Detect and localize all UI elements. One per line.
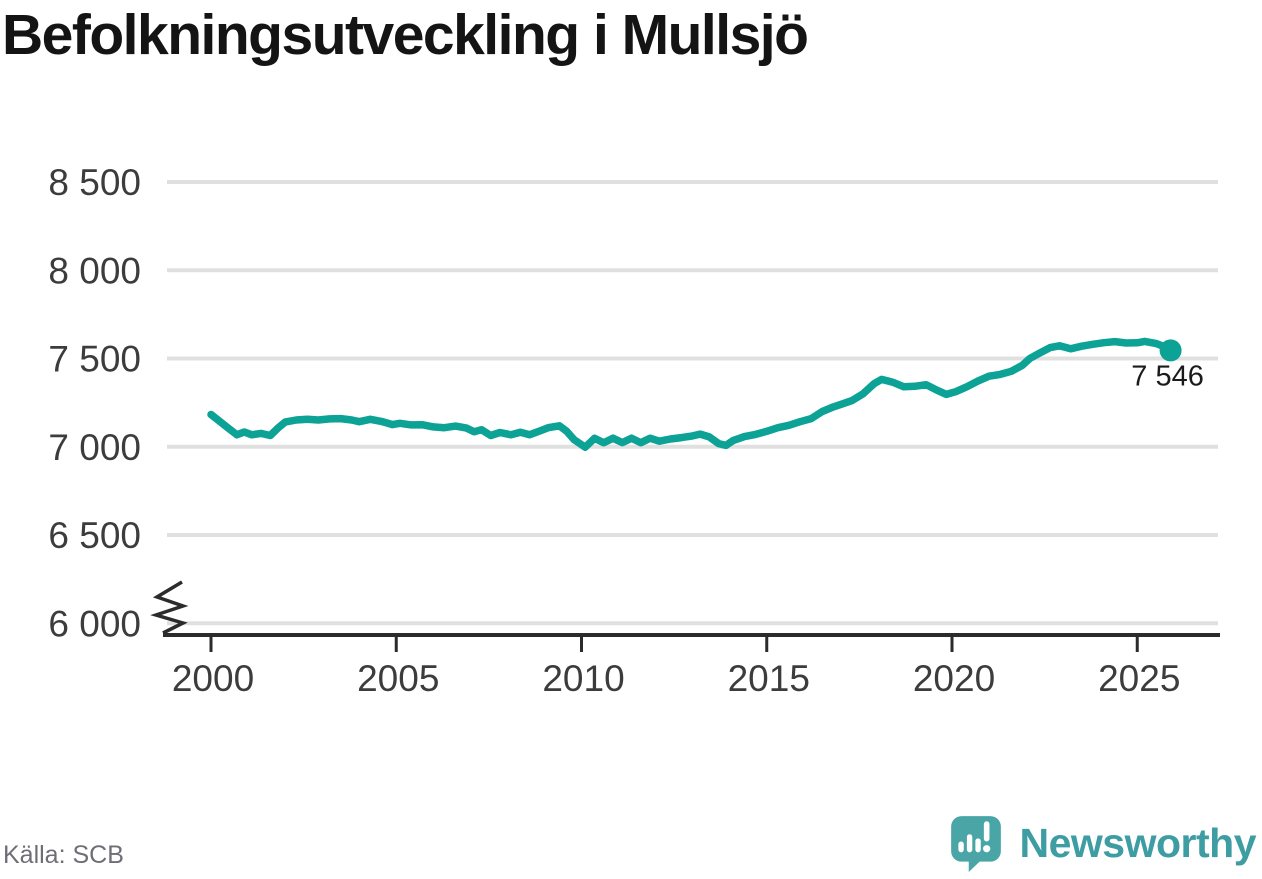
logo-bar-tall bbox=[966, 834, 972, 853]
x-tick-label: 2010 bbox=[542, 658, 624, 699]
population-line bbox=[207, 337, 1175, 451]
source-label: Källa: SCB bbox=[3, 841, 124, 869]
newsworthy-chart-bubble-icon bbox=[950, 816, 1001, 872]
logo-bar-medium bbox=[974, 838, 981, 853]
y-tick-label: 7 500 bbox=[48, 339, 141, 380]
logo-exclamation-dot bbox=[982, 845, 990, 853]
y-tick-label: 6 000 bbox=[48, 603, 141, 644]
brand-logo: Newsworthy bbox=[948, 814, 1257, 872]
chart-title: Befolkningsutveckling i Mullsjö bbox=[2, 3, 809, 67]
logo-exclamation-bar bbox=[983, 821, 989, 842]
last-point-dot bbox=[1159, 339, 1182, 362]
y-tick-label: 7 000 bbox=[48, 427, 141, 468]
x-tick-label: 2015 bbox=[728, 658, 810, 699]
y-axis-break-icon bbox=[150, 580, 189, 635]
brand-name: Newsworthy bbox=[1019, 819, 1257, 866]
last-point-label: 7 546 bbox=[1131, 360, 1204, 392]
logo-bar-small bbox=[957, 841, 964, 853]
x-tick-label: 2020 bbox=[913, 658, 995, 699]
x-tick-label: 2025 bbox=[1098, 658, 1180, 699]
x-tick-label: 2005 bbox=[357, 658, 439, 699]
y-tick-label: 8 500 bbox=[48, 162, 141, 203]
y-tick-label: 8 000 bbox=[48, 250, 141, 291]
y-tick-label: 6 500 bbox=[48, 515, 141, 556]
x-tick-label: 2000 bbox=[172, 658, 254, 699]
